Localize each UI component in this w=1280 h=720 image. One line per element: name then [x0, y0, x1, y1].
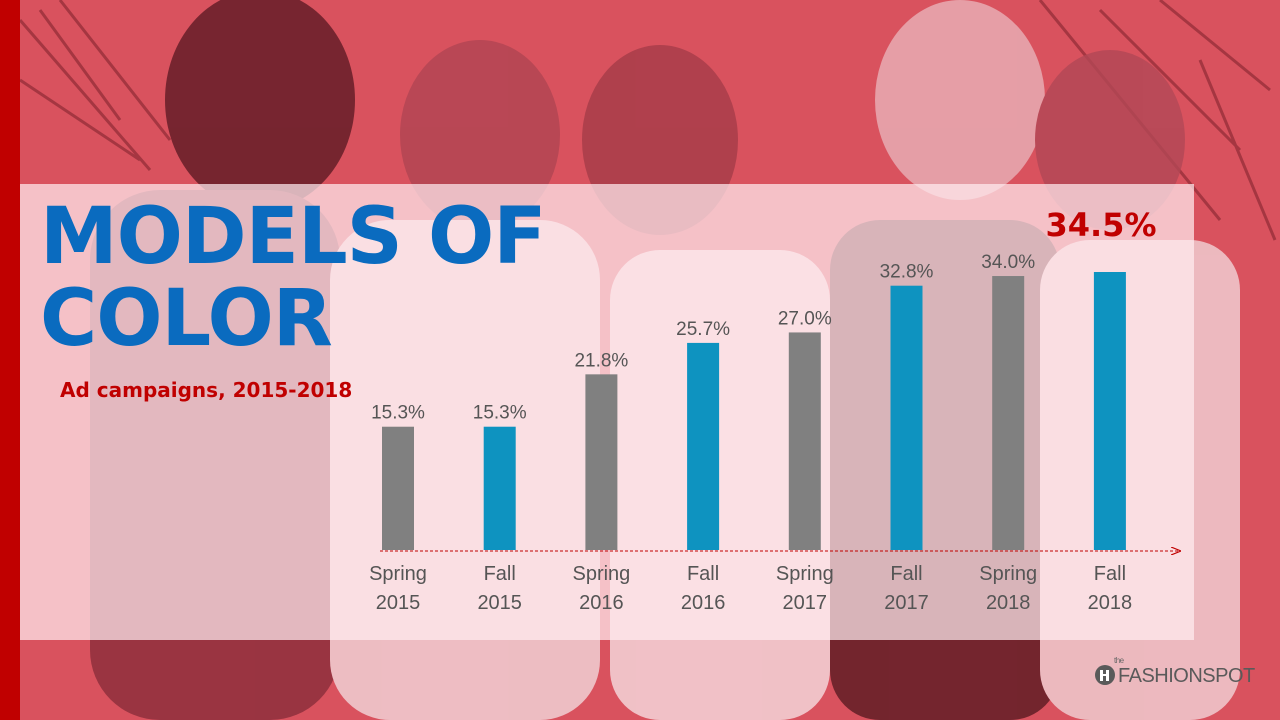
- data-label: 15.3%: [473, 403, 527, 424]
- data-label: 25.7%: [676, 319, 730, 340]
- logo-small-text: the: [1114, 656, 1124, 665]
- x-tick-label: Spring: [369, 563, 427, 585]
- bar-spring-2015: [382, 426, 414, 550]
- logo-icon: [1095, 665, 1115, 685]
- bar-fall-2017: [890, 285, 923, 550]
- bar-fall-2015: [483, 426, 516, 550]
- data-label: 21.8%: [574, 350, 628, 371]
- fashionspot-logo: the FASHIONSPOT: [1094, 656, 1255, 688]
- x-tick-label: Spring: [776, 563, 834, 585]
- slide-title: MODELS OF COLOR: [40, 192, 547, 364]
- x-tick-label: 2017: [884, 592, 929, 614]
- data-label: 27.0%: [778, 308, 832, 329]
- x-tick-label: Fall: [687, 563, 719, 585]
- left-accent-bar: [0, 0, 20, 720]
- data-label: 15.3%: [371, 403, 425, 424]
- x-tick-label: Fall: [890, 563, 922, 585]
- x-tick-label: 2018: [1088, 592, 1133, 614]
- data-label: 34.0%: [981, 252, 1035, 273]
- logo-text: FASHIONSPOT: [1118, 665, 1255, 687]
- x-tick-label: 2016: [681, 592, 726, 614]
- bar-fall-2016: [687, 342, 720, 550]
- bar-spring-2016: [585, 374, 618, 550]
- x-tick-label: 2017: [783, 592, 828, 614]
- x-tick-label: Spring: [979, 563, 1037, 585]
- x-tick-label: Fall: [1094, 563, 1126, 585]
- x-tick-label: 2015: [477, 592, 522, 614]
- x-tick-label: Fall: [484, 563, 516, 585]
- slide-subtitle: Ad campaigns, 2015-2018: [60, 378, 353, 402]
- x-tick-label: 2016: [579, 592, 624, 614]
- x-tick-label: 2018: [986, 592, 1031, 614]
- data-label: 32.8%: [880, 262, 934, 283]
- x-tick-label: Spring: [572, 563, 630, 585]
- x-tick-label: 2015: [376, 592, 421, 614]
- bar-spring-2017: [788, 332, 821, 550]
- highlight-value-label: 34.5%: [1045, 206, 1157, 244]
- bar-fall-2018: [1093, 272, 1126, 550]
- bar-spring-2018: [992, 276, 1025, 550]
